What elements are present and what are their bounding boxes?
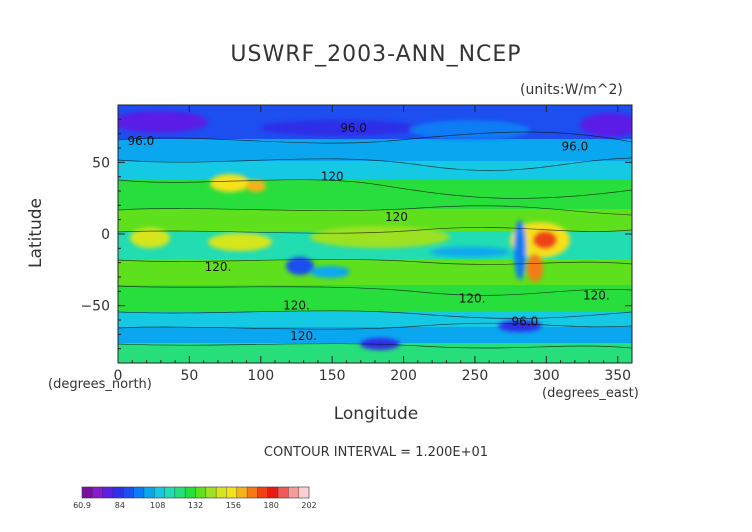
- x-unit-label-left: (degrees_north): [48, 377, 152, 392]
- colorbar-swatch: [154, 487, 165, 498]
- contour-label: 96.0: [562, 140, 589, 154]
- colorbar-swatch: [226, 487, 238, 498]
- x-tick-label: 350: [604, 368, 631, 384]
- contour-label: 120: [385, 210, 408, 224]
- colorbar-tick-label: 60.9: [73, 501, 91, 510]
- colorbar: 60.9 84 108 132 156 180 202: [73, 486, 317, 510]
- x-tick-label: 300: [533, 368, 560, 384]
- x-tick-label: 250: [462, 368, 489, 384]
- colorbar-tick-label: 156: [226, 501, 241, 510]
- contour-labels: 96.0 96.0 96.0 120 120 120. 120. 120. 120. 96.0 12…: [127, 121, 609, 343]
- contour-label: 120.: [583, 289, 610, 303]
- colorbar-swatch: [82, 487, 93, 498]
- x-tick-label: 150: [319, 368, 346, 384]
- x-axis-label: Longitude: [333, 404, 419, 424]
- colorbar-swatch: [143, 487, 155, 498]
- x-unit-label-right: (degrees_east): [542, 386, 639, 401]
- y-tick-label: −50: [80, 299, 110, 315]
- colorbar-swatch: [92, 487, 104, 498]
- x-tick-label: 0: [114, 368, 123, 384]
- colorbar-swatch: [236, 487, 248, 498]
- colorbar-swatch: [288, 487, 300, 498]
- colorbar-swatch: [298, 487, 310, 498]
- y-ticks: −50 0 50: [80, 118, 632, 350]
- colorbar-swatch: [133, 487, 145, 498]
- contour-label: 96.0: [127, 134, 154, 148]
- contour-label: 120.: [459, 292, 486, 306]
- colorbar-swatch: [205, 487, 217, 498]
- x-ticks: 0 50 100 150 200 250 300 350: [114, 105, 633, 384]
- y-tick-label: 0: [101, 227, 110, 243]
- colorbar-swatch: [102, 487, 114, 498]
- contour-label: 120.: [290, 329, 317, 343]
- colorbar-swatch: [164, 487, 176, 498]
- colorbar-swatch: [195, 487, 207, 498]
- colorbar-swatch: [278, 487, 289, 498]
- colorbar-swatch: [267, 487, 279, 498]
- colorbar-tick-label: 202: [301, 501, 316, 510]
- contour-interval-text: CONTOUR INTERVAL = 1.200E+01: [263, 445, 489, 460]
- contour-label: 120.: [283, 299, 310, 313]
- heatmap-field: [118, 105, 632, 363]
- colorbar-tick-label: 180: [264, 501, 279, 510]
- colorbar-frame: [81, 486, 310, 499]
- contour-label: 120: [321, 170, 344, 184]
- x-tick-label: 100: [247, 368, 274, 384]
- colorbar-tick-label: 84: [115, 501, 125, 510]
- colorbar-swatch: [112, 487, 124, 498]
- contour-label: 96.0: [340, 121, 367, 135]
- units-label: (units:W/m^2): [520, 82, 623, 98]
- x-tick-label: 200: [390, 368, 417, 384]
- y-tick-label: 50: [92, 155, 110, 171]
- colorbar-swatch: [174, 487, 186, 498]
- colorbar-swatch: [216, 487, 227, 498]
- colorbar-swatch: [185, 487, 196, 498]
- colorbar-tick-label: 132: [188, 501, 203, 510]
- contour-label: 120.: [205, 260, 232, 274]
- colorbar-tick-label: 108: [150, 501, 165, 510]
- colorbar-swatch: [123, 487, 134, 498]
- colorbar-swatch: [247, 487, 258, 498]
- chart-title: USWRF_2003-ANN_NCEP: [230, 42, 522, 67]
- colorbar-swatch: [257, 487, 269, 498]
- contour-label: 96.0: [512, 314, 539, 328]
- x-tick-label: 50: [180, 368, 198, 384]
